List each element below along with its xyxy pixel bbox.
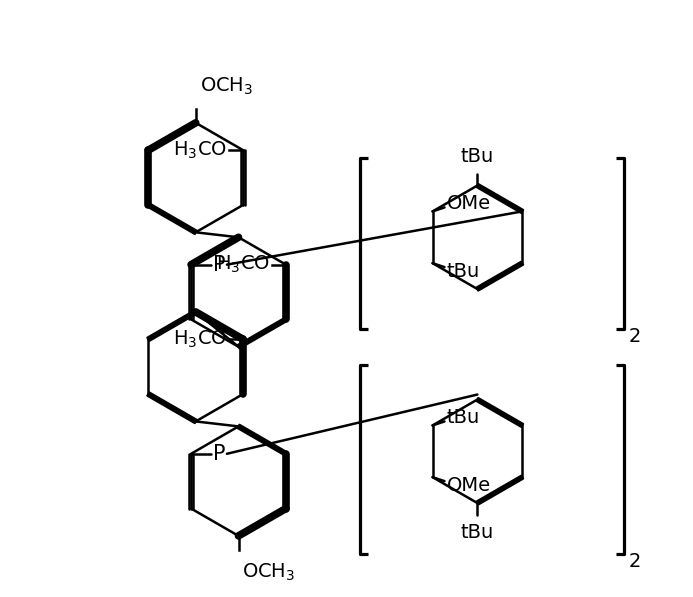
Text: P: P [213,255,225,275]
Text: tBu: tBu [461,523,494,542]
Text: H$_3$CO: H$_3$CO [173,329,227,350]
Text: 2: 2 [629,327,641,346]
Text: P: P [213,444,225,464]
Text: OCH$_3$: OCH$_3$ [200,76,253,97]
Text: tBu: tBu [446,408,480,427]
Text: tBu: tBu [461,147,494,165]
Text: H$_3$CO: H$_3$CO [216,254,270,275]
Text: H$_3$CO: H$_3$CO [173,140,227,161]
Text: 2: 2 [629,552,641,571]
Text: tBu: tBu [446,261,480,281]
Text: OMe: OMe [446,194,491,213]
Text: OCH$_3$: OCH$_3$ [243,562,296,583]
Text: OMe: OMe [446,476,491,495]
